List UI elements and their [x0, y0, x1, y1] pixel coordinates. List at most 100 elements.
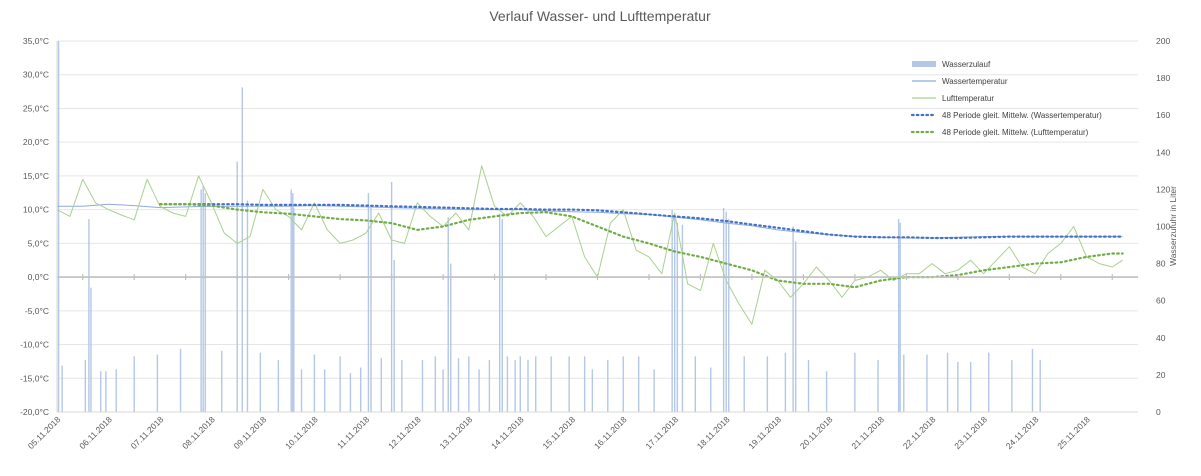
right-tick-label: 80	[1156, 259, 1166, 269]
wasserzulauf-bar	[535, 356, 537, 412]
series-line	[158, 203, 1124, 240]
wasserzulauf-bar	[57, 41, 60, 412]
wasserzulauf-bar	[637, 356, 640, 412]
wasserzulauf-bar	[1039, 360, 1041, 412]
x-tick-label: 24.11.2018	[1004, 414, 1041, 451]
chart-title: Verlauf Wasser- und Lufttemperatur	[489, 8, 711, 24]
wasserzulauf-bar	[825, 371, 828, 412]
left-tick-label: 25,0°C	[23, 103, 49, 113]
series-line	[158, 203, 1124, 289]
x-tick-label: 25.11.2018	[1055, 414, 1092, 451]
wasserzulauf-bar	[105, 371, 107, 412]
x-tick-label: 09.11.2018	[232, 414, 269, 451]
series-line	[56, 165, 1123, 325]
left-tick-label: -20,0°C	[20, 407, 49, 417]
x-tick-label: 16.11.2018	[592, 414, 629, 451]
wasserzulauf-bar	[807, 360, 810, 412]
bar-series	[57, 41, 1041, 412]
wasserzulauf-bar	[725, 211, 727, 412]
right-axis-label: Wasserzufuhr in Liter	[1168, 186, 1178, 266]
wasserzulauf-bar	[792, 226, 794, 412]
wasserzulauf-bar	[743, 356, 745, 412]
wasserzulauf-bar	[681, 224, 684, 412]
wasserzulauf-bar	[568, 356, 570, 412]
wasserzulauf-bar	[527, 360, 529, 412]
legend-label: Wassertemperatur	[942, 77, 1008, 86]
left-tick-label: 10,0°C	[23, 205, 49, 215]
wasserzulauf-bar	[293, 207, 295, 412]
right-tick-label: 140	[1156, 147, 1170, 157]
wasserzulauf-bar	[442, 369, 444, 412]
wasserzulauf-bar	[292, 193, 294, 412]
axes	[56, 41, 1138, 413]
wasserzulauf-bar	[100, 371, 102, 412]
left-tick-label: 5,0°C	[28, 238, 49, 248]
wasserzulauf-bar	[550, 356, 552, 412]
wasserzulauf-bar	[970, 361, 972, 412]
wasserzulauf-bar	[300, 369, 303, 412]
x-tick-label: 13.11.2018	[438, 414, 475, 451]
x-tick-label: 19.11.2018	[746, 414, 783, 451]
wasserzulauf-bar	[61, 365, 63, 412]
wasserzulauf-bar	[899, 222, 901, 412]
wasserzulauf-bar	[794, 241, 797, 412]
wasserzulauf-bar	[200, 189, 202, 412]
wasserzulauf-bar	[349, 373, 352, 412]
wasserzulauf-bar	[421, 360, 424, 412]
legend-label: Wasserzulauf	[942, 60, 991, 69]
wasserzulauf-bar	[468, 356, 470, 412]
wasserzulauf-bar	[653, 369, 655, 412]
x-tick-label: 05.11.2018	[26, 414, 63, 451]
left-tick-label: 15,0°C	[23, 171, 49, 181]
wasserzulauf-bar	[259, 352, 262, 412]
wasserzulauf-bar	[854, 352, 856, 412]
wasserzulauf-bar	[583, 356, 586, 412]
left-tick-label: -15,0°C	[20, 373, 49, 383]
wasserzulauf-bar	[903, 354, 905, 412]
left-tick-label: 0,0°C	[28, 272, 49, 282]
line-series	[56, 165, 1124, 325]
legend-label: Lufttemperatur	[942, 94, 994, 103]
legend-label: 48 Periode gleit. Mittelw. (Wassertemper…	[942, 111, 1102, 120]
wasserzulauf-bar	[506, 356, 509, 412]
wasserzulauf-bar	[728, 219, 730, 412]
series-line	[57, 203, 1123, 239]
wasserzulauf-bar	[241, 87, 244, 412]
wasserzulauf-bar	[1011, 360, 1013, 412]
wasserzulauf-bar	[156, 354, 159, 412]
wasserzulauf-bar	[221, 350, 223, 412]
left-tick-label: 30,0°C	[23, 70, 49, 80]
x-tick-label: 06.11.2018	[77, 414, 114, 451]
wasserzulauf-bar	[370, 207, 372, 412]
wasserzulauf-bar	[84, 360, 87, 412]
wasserzulauf-bar	[179, 348, 182, 412]
left-tick-label: 35,0°C	[23, 36, 49, 46]
wasserzulauf-bar	[722, 207, 725, 412]
right-tick-label: 120	[1156, 184, 1170, 194]
wasserzulauf-bar	[694, 356, 697, 412]
wasserzulauf-bar	[277, 360, 280, 412]
wasserzulauf-bar	[393, 259, 395, 412]
wasserzulauf-bar	[877, 360, 879, 412]
wasserzulauf-bar	[390, 181, 393, 412]
x-axis-ticks: 05.11.2018 06.11.2018 07.11.2018 08.11.2018…	[26, 414, 1092, 451]
wasserzulauf-bar	[988, 352, 990, 412]
x-tick-label: 15.11.2018	[540, 414, 577, 451]
x-tick-label: 08.11.2018	[180, 414, 217, 451]
legend-label: 48 Periode gleit. Mittelw. (Lufttemperat…	[942, 128, 1089, 137]
x-tick-label: 10.11.2018	[283, 414, 320, 451]
right-tick-label: 40	[1156, 333, 1166, 343]
right-tick-label: 60	[1156, 296, 1166, 306]
wasserzulauf-bar	[957, 361, 959, 412]
wasserzulauf-bar	[339, 356, 341, 412]
x-tick-label: 21.11.2018	[849, 414, 886, 451]
left-tick-label: -5,0°C	[25, 306, 49, 316]
left-tick-label: 20,0°C	[23, 137, 49, 147]
x-tick-label: 22.11.2018	[901, 414, 938, 451]
wasserzulauf-bar	[290, 189, 292, 412]
wasserzulauf-bar	[204, 193, 206, 412]
x-tick-label: 17.11.2018	[643, 414, 680, 451]
wasserzulauf-bar	[323, 369, 326, 412]
wasserzulauf-bar	[519, 356, 521, 412]
wasserzulauf-bar	[674, 215, 676, 412]
